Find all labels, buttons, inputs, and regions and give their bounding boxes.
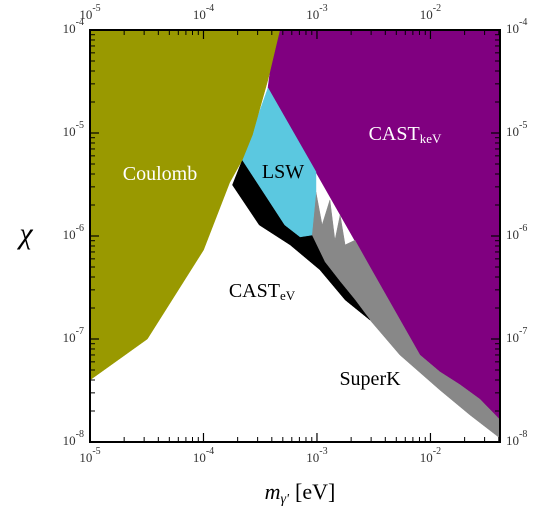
exclusion-region bbox=[242, 87, 317, 238]
x-label-unit: [eV] bbox=[295, 479, 335, 504]
region-name: SuperK bbox=[339, 368, 401, 390]
tick-exp: -4 bbox=[76, 17, 84, 28]
tick-label: 10-8 bbox=[506, 429, 527, 448]
tick-label: 10-8 bbox=[63, 429, 84, 448]
x-label-symbol: m bbox=[265, 479, 281, 504]
x-axis-label: mγ' [eV] bbox=[265, 479, 336, 507]
region-name-sub: eV bbox=[280, 288, 296, 303]
tick-exp: -6 bbox=[76, 223, 84, 234]
region-name: CAST bbox=[229, 280, 280, 302]
tick-base: 10 bbox=[79, 7, 92, 22]
tick-exp: -3 bbox=[319, 3, 327, 14]
tick-label: 10-5 bbox=[79, 3, 100, 22]
tick-base: 10 bbox=[79, 450, 92, 465]
tick-base: 10 bbox=[63, 21, 76, 36]
tick-base: 10 bbox=[63, 433, 76, 448]
tick-label: 10-5 bbox=[79, 446, 100, 465]
tick-base: 10 bbox=[506, 227, 519, 242]
tick-label: 10-3 bbox=[306, 446, 327, 465]
tick-exp: -2 bbox=[433, 3, 441, 14]
tick-exp: -4 bbox=[206, 3, 214, 14]
tick-label: 10-7 bbox=[63, 326, 84, 345]
tick-label: 10-6 bbox=[506, 223, 527, 242]
tick-label: 10-4 bbox=[63, 17, 84, 36]
tick-base: 10 bbox=[193, 7, 206, 22]
region-label: LSW bbox=[262, 161, 304, 183]
tick-base: 10 bbox=[506, 21, 519, 36]
region-label: CASTeV bbox=[229, 280, 296, 303]
tick-base: 10 bbox=[193, 450, 206, 465]
region-name: LSW bbox=[262, 161, 304, 183]
exclusion-region bbox=[89, 29, 281, 381]
tick-label: 10-4 bbox=[193, 3, 214, 22]
tick-base: 10 bbox=[506, 433, 519, 448]
tick-base: 10 bbox=[420, 7, 433, 22]
tick-base: 10 bbox=[306, 7, 319, 22]
tick-label: 10-5 bbox=[63, 120, 84, 139]
region-label: Coulomb bbox=[123, 163, 197, 185]
tick-label: 10-3 bbox=[306, 3, 327, 22]
tick-exp: -4 bbox=[206, 446, 214, 457]
tick-base: 10 bbox=[506, 330, 519, 345]
tick-exp: -7 bbox=[519, 326, 527, 337]
y-axis-label: χ bbox=[16, 217, 33, 250]
tick-label: 10-2 bbox=[420, 446, 441, 465]
tick-exp: -5 bbox=[519, 120, 527, 131]
tick-base: 10 bbox=[420, 450, 433, 465]
tick-label: 10-5 bbox=[506, 120, 527, 139]
x-label-sub: γ' bbox=[281, 492, 291, 507]
region-name: CAST bbox=[369, 123, 420, 145]
tick-label: 10-4 bbox=[506, 17, 527, 36]
tick-exp: -5 bbox=[92, 446, 100, 457]
region-label: SuperK bbox=[339, 368, 401, 390]
tick-base: 10 bbox=[63, 124, 76, 139]
tick-base: 10 bbox=[63, 227, 76, 242]
tick-label: 10-2 bbox=[420, 3, 441, 22]
tick-exp: -3 bbox=[319, 446, 327, 457]
tick-label: 10-7 bbox=[506, 326, 527, 345]
tick-base: 10 bbox=[306, 450, 319, 465]
tick-exp: -6 bbox=[519, 223, 527, 234]
tick-exp: -4 bbox=[519, 17, 527, 28]
region-label: CASTkeV bbox=[369, 123, 442, 146]
tick-exp: -8 bbox=[519, 429, 527, 440]
tick-exp: -5 bbox=[92, 3, 100, 14]
region-name-sub: keV bbox=[420, 131, 442, 146]
tick-base: 10 bbox=[63, 330, 76, 345]
tick-base: 10 bbox=[506, 124, 519, 139]
tick-exp: -2 bbox=[433, 446, 441, 457]
tick-exp: -7 bbox=[76, 326, 84, 337]
region-name: Coulomb bbox=[123, 163, 197, 185]
tick-exp: -8 bbox=[76, 429, 84, 440]
tick-label: 10-4 bbox=[193, 446, 214, 465]
tick-exp: -5 bbox=[76, 120, 84, 131]
exclusion-region bbox=[311, 192, 501, 439]
tick-label: 10-6 bbox=[63, 223, 84, 242]
